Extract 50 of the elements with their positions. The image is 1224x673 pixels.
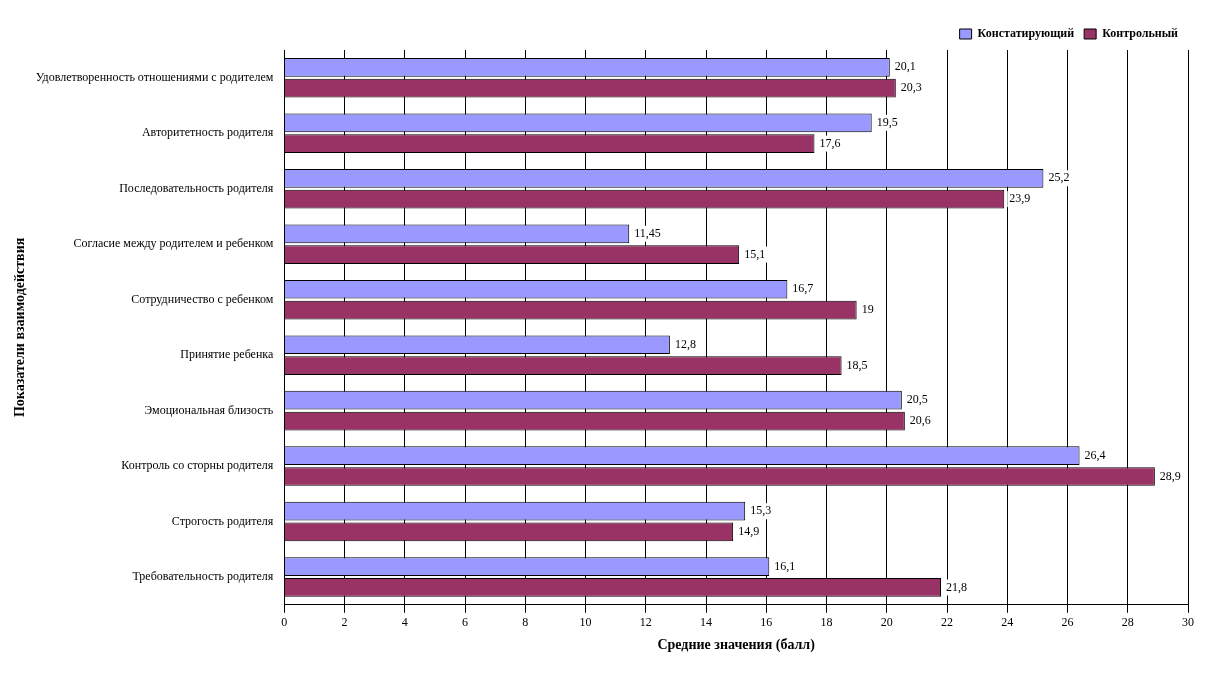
y-tick-label: Эмоциональная близость: [144, 402, 274, 417]
data-label: 20,1: [894, 59, 916, 74]
x-tick-label: 28: [1121, 615, 1134, 630]
y-tick-label: Требовательность родителя: [132, 569, 274, 584]
y-tick-label: Авторитетность родителя: [141, 125, 274, 140]
x-axis-title: Средние значения (балл): [657, 637, 816, 654]
y-tick-label: Согласие между родителем и ребенком: [73, 236, 274, 251]
data-label: 19: [861, 302, 874, 317]
x-tick-label: 2: [341, 615, 348, 630]
data-label: 11,45: [634, 225, 661, 240]
x-tick-label: 0: [281, 615, 288, 630]
data-label: 26,4: [1084, 447, 1106, 462]
y-tick-label: Контроль со сторны родителя: [121, 458, 274, 473]
data-label: 28,9: [1159, 468, 1181, 483]
data-label: 18,5: [846, 357, 868, 372]
x-tick-label: 16: [760, 615, 773, 630]
y-tick-label: Строгость родителя: [171, 513, 274, 528]
legend-label: Контрольный: [1102, 26, 1179, 41]
data-label: 15,3: [750, 503, 772, 518]
y-tick-label: Сотрудничество с ребенком: [131, 291, 274, 306]
data-label: 16,1: [774, 558, 796, 573]
x-tick-label: 24: [1001, 615, 1014, 630]
data-label: 25,2: [1048, 170, 1070, 185]
y-tick-label: Последовательность родителя: [119, 180, 274, 195]
data-label: 15,1: [744, 246, 766, 261]
x-tick-label: 20: [880, 615, 893, 630]
data-label: 21,8: [945, 579, 967, 594]
y-tick-label: Принятие ребенка: [180, 347, 274, 362]
x-tick-label: 30: [1182, 615, 1194, 630]
x-tick-label: 8: [522, 615, 529, 630]
x-tick-label: 12: [639, 615, 652, 630]
data-label: 23,9: [1009, 191, 1031, 206]
legend-label: Констатирующий: [977, 26, 1075, 41]
data-label: 14,9: [738, 524, 760, 539]
data-label: 20,3: [900, 80, 922, 95]
data-label: 16,7: [792, 281, 814, 296]
x-tick-label: 22: [941, 615, 954, 630]
data-label: 19,5: [876, 114, 898, 129]
x-tick-label: 4: [401, 615, 408, 630]
x-tick-label: 26: [1061, 615, 1074, 630]
x-tick-label: 6: [462, 615, 469, 630]
data-label: 20,5: [906, 392, 928, 407]
x-tick-label: 18: [820, 615, 833, 630]
y-tick-label: Удовлетворенность отношениями с родителем: [35, 69, 274, 84]
y-axis-title: Показатели взаимодействия: [12, 237, 28, 418]
data-label: 17,6: [819, 135, 841, 150]
data-label: 20,6: [909, 413, 931, 428]
x-tick-label: 14: [700, 615, 713, 630]
data-label: 12,8: [674, 336, 696, 351]
x-tick-label: 10: [579, 615, 592, 630]
